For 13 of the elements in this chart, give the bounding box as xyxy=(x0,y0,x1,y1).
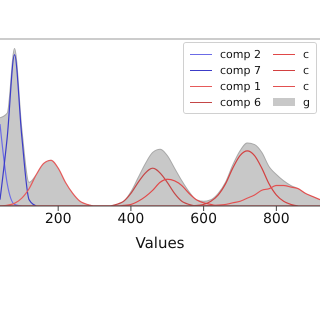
x-axis-title: Values xyxy=(135,234,185,252)
legend-label: c xyxy=(302,64,310,76)
legend-label: comp 7 xyxy=(220,64,261,76)
x-tick-label: 600 xyxy=(190,210,218,227)
legend-label: comp 6 xyxy=(220,96,261,108)
legend-label: comp 1 xyxy=(220,80,261,92)
x-tick-label: 800 xyxy=(262,210,290,227)
legend-label: g xyxy=(302,96,310,108)
legend-label: c xyxy=(302,80,310,92)
legend-label: comp 2 xyxy=(220,48,261,60)
x-tick-label: 200 xyxy=(44,210,72,227)
legend-label: c xyxy=(302,48,310,60)
x-tick-label: 400 xyxy=(118,210,144,227)
